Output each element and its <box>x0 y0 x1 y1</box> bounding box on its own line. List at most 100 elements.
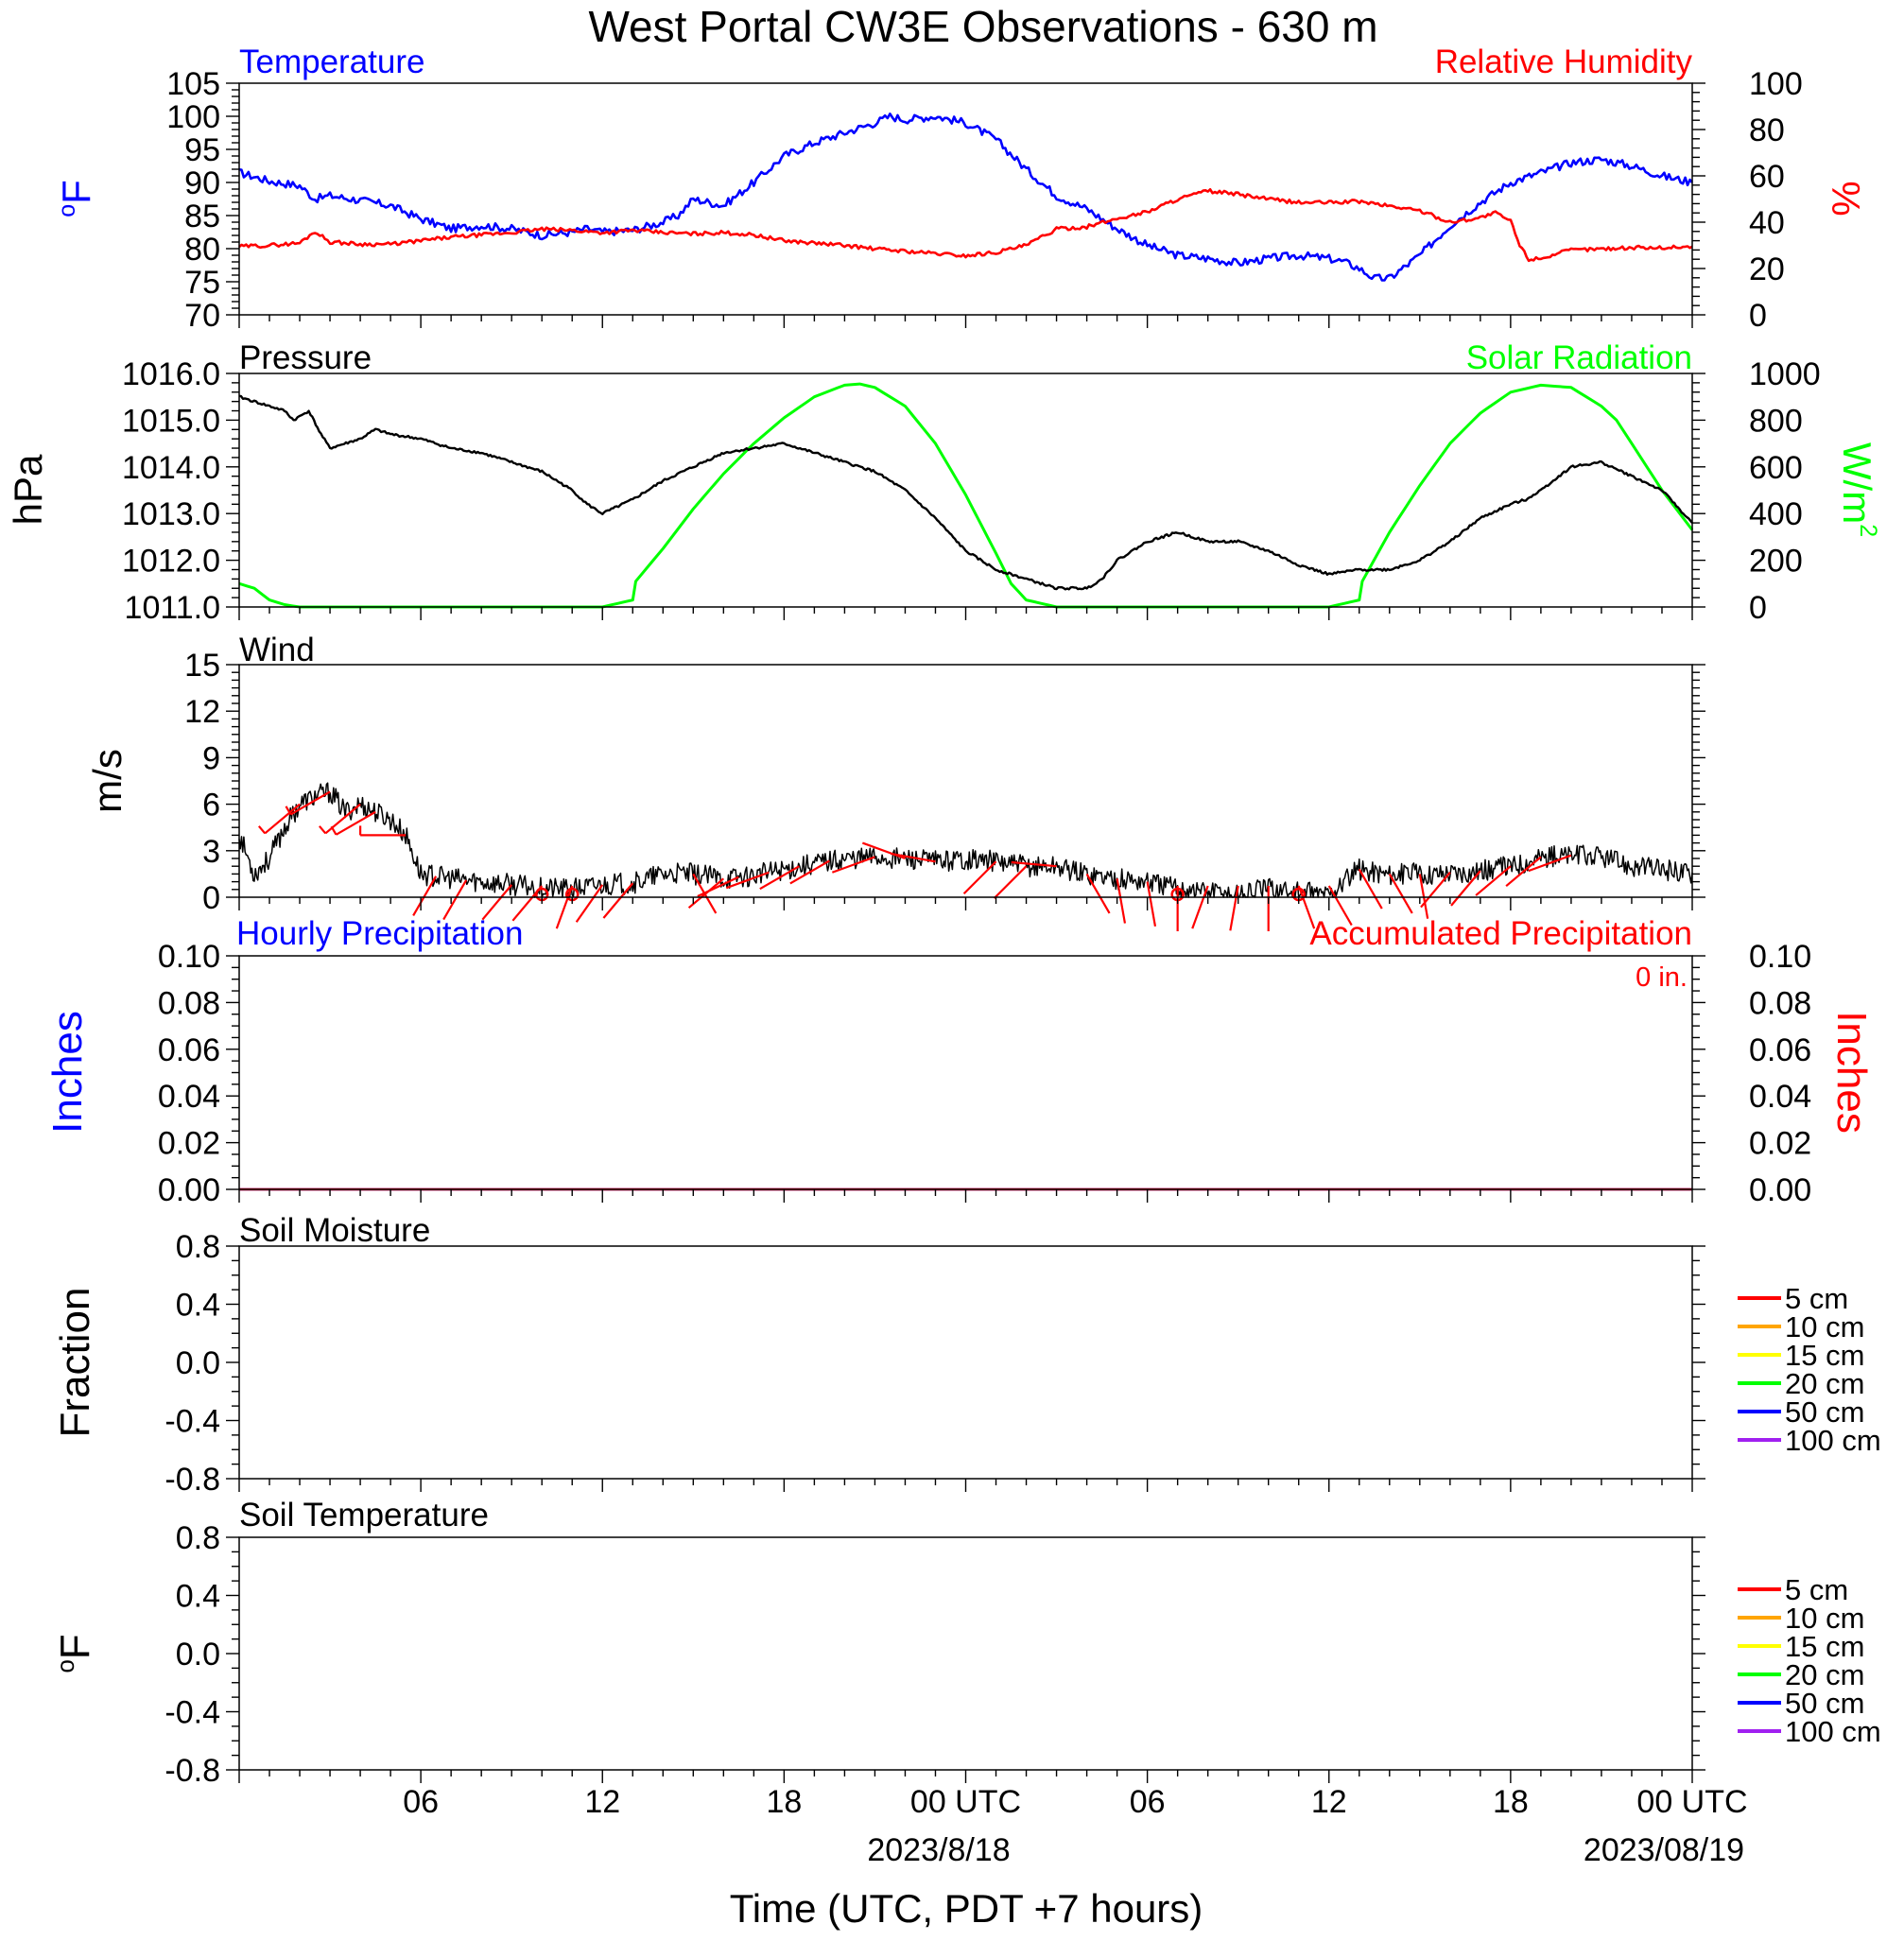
y-tick-label: 0.10 <box>158 939 220 975</box>
y-tick-label: -0.8 <box>164 1462 220 1498</box>
date-label-2: 2023/08/19 <box>1584 1832 1744 1868</box>
wind-barb <box>1116 878 1127 924</box>
wind-barb <box>1420 872 1451 909</box>
wind-barb <box>962 860 997 894</box>
y-right-tick-label: 60 <box>1749 159 1785 195</box>
soil-temp-frame <box>238 1536 1693 1771</box>
temperature-title: Temperature <box>239 43 424 80</box>
legend-label: 5 cm <box>1785 1573 1848 1606</box>
wind-barb <box>575 884 604 923</box>
legend-label: 20 cm <box>1785 1367 1864 1400</box>
y-right-tick-label: 1000 <box>1749 356 1821 392</box>
pressure-line <box>238 394 1693 591</box>
legend-label: 10 cm <box>1785 1602 1864 1635</box>
y-tick-label: 1016.0 <box>122 356 220 392</box>
y-tick-label: 0 <box>202 880 220 916</box>
x-tick-label: 18 <box>766 1784 802 1820</box>
wind-barb <box>602 882 634 919</box>
hourly-precip-title: Hourly Precipitation <box>236 915 523 952</box>
wind-barb <box>789 859 830 885</box>
humidity-series <box>238 188 1693 263</box>
wind-barb <box>1327 885 1353 927</box>
legend-label: 15 cm <box>1785 1339 1864 1372</box>
legend-label: 100 cm <box>1785 1424 1881 1457</box>
solar-title: Solar Radiation <box>1466 339 1692 376</box>
y-tick-label: 100 <box>166 99 220 135</box>
x-tick-labels: 06 12 18 00 UTC 06 12 18 00 UTC <box>403 1784 1747 1820</box>
precip-frame <box>238 955 1693 1190</box>
wind-barb <box>442 879 468 921</box>
temp-ylabel: oF <box>54 180 98 217</box>
wind-barb <box>1085 873 1111 914</box>
y-right-tick-label: 0.10 <box>1749 939 1811 975</box>
legend-label: 20 cm <box>1785 1658 1864 1691</box>
y-right-tick-label: 0.04 <box>1749 1079 1811 1115</box>
solar-line <box>238 382 1694 609</box>
y-tick-label: 1011.0 <box>125 590 220 626</box>
wind-barb <box>725 871 770 890</box>
wind-barb <box>1191 885 1209 929</box>
y-tick-label: 80 <box>184 232 220 268</box>
y-tick-label: 70 <box>184 298 220 334</box>
y-right-tick-label: 40 <box>1749 205 1785 241</box>
svg-text:Fraction: Fraction <box>52 1288 98 1438</box>
y-tick-label: 3 <box>202 834 220 870</box>
wind-barb <box>481 884 513 921</box>
y-tick-label: 0.4 <box>176 1579 220 1615</box>
y-tick-label: 0.02 <box>158 1126 220 1162</box>
y-right-tick-label: 600 <box>1749 450 1803 486</box>
accum-precip-title: Accumulated Precipitation <box>1309 915 1692 952</box>
wind-barb <box>289 790 331 816</box>
y-tick-label: 0.04 <box>158 1079 220 1115</box>
precip-axis-ticks: 0.10 0.08 0.06 0.04 0.02 0.00 0.10 0.08 0.06 0.04… <box>158 939 1811 1208</box>
chart-title: West Portal CW3E Observations - 630 m <box>588 2 1377 51</box>
x-tick-label: 06 <box>403 1784 439 1820</box>
temperature-line <box>238 113 1693 282</box>
pressure-panel: 1016.0 1015.0 1014.0 1013.0 1012.0 1011.0 1000… <box>6 339 1881 626</box>
solar-ylabel: W/m2 <box>1835 442 1881 537</box>
wind-barb <box>324 803 361 835</box>
accum-precip-total: 0 in. <box>1636 962 1688 993</box>
temperature-series <box>238 113 1693 282</box>
humidity-title: Relative Humidity <box>1435 43 1693 80</box>
y-right-tick-label: 0 <box>1749 590 1767 626</box>
y-tick-label: 0.4 <box>176 1288 220 1324</box>
y-right-tick-label: 100 <box>1749 66 1803 102</box>
y-tick-label: 105 <box>166 66 220 102</box>
svg-text:%: % <box>1824 181 1868 216</box>
wind-ylabel: m/s <box>85 749 130 813</box>
y-tick-label: 0.8 <box>176 1520 220 1556</box>
x-axis-label: Time (UTC, PDT +7 hours) <box>730 1886 1203 1931</box>
legend-label: 15 cm <box>1785 1630 1864 1663</box>
y-tick-label: 1014.0 <box>122 450 220 486</box>
legend-label: 10 cm <box>1785 1310 1864 1343</box>
wind-barb <box>1475 865 1512 896</box>
soil-temp-axis-ticks: 0.8 0.4 0.0 -0.4 -0.8 <box>164 1520 1705 1789</box>
x-tick-label: 12 <box>584 1784 620 1820</box>
temp-rh-frame <box>238 82 1693 316</box>
accum-precip-ylabel: Inches <box>1828 1011 1875 1134</box>
wind-barb-flag <box>285 806 292 816</box>
y-right-tick-label: 0.00 <box>1749 1172 1811 1208</box>
wind-barb <box>335 810 376 836</box>
y-right-tick-label: 20 <box>1749 251 1785 287</box>
y-tick-label: 95 <box>184 132 220 168</box>
wind-barb <box>555 885 574 929</box>
svg-text:W/m2: W/m2 <box>1835 442 1881 537</box>
wind-barb <box>891 852 936 863</box>
x-tick-label: 00 UTC <box>910 1784 1021 1820</box>
wind-barb <box>1229 885 1239 931</box>
wind-barb <box>697 875 739 897</box>
y-tick-label: 90 <box>184 165 220 201</box>
x-tick-label: 12 <box>1311 1784 1347 1820</box>
y-right-tick-label: 800 <box>1749 403 1803 439</box>
wind-barb <box>993 865 1028 899</box>
wind-barb <box>1297 885 1316 929</box>
pressure-title: Pressure <box>239 339 372 376</box>
wind-barb-flag <box>330 825 338 836</box>
humidity-ylabel: % <box>1824 181 1868 216</box>
svg-text:oF: oF <box>51 1634 98 1672</box>
pressure-ylabel: hPa <box>6 454 50 525</box>
